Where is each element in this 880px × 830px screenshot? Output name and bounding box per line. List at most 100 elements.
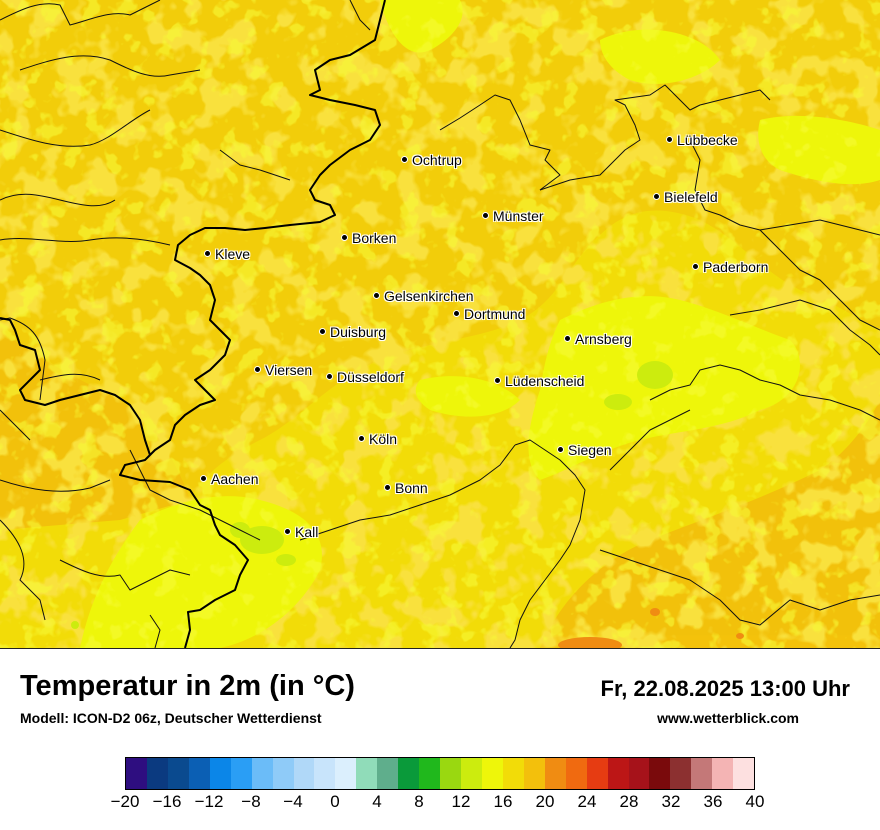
- city-marker[interactable]: Viersen: [254, 361, 312, 379]
- colorbar-segment: [335, 758, 357, 789]
- city-label: Arnsberg: [575, 330, 632, 347]
- colorbar-segment: [544, 758, 566, 789]
- city-marker[interactable]: Dortmund: [453, 305, 525, 323]
- colorbar-segment: [670, 758, 692, 789]
- city-label: Lüdenscheid: [505, 372, 585, 389]
- map-title: Temperatur in 2m (in °C): [20, 670, 355, 702]
- city-label: Köln: [369, 430, 398, 447]
- city-label: Ochtrup: [412, 151, 462, 168]
- city-marker[interactable]: Aachen: [200, 470, 258, 488]
- colorbar-tick-label: 4: [372, 792, 382, 811]
- city-dot-icon: [254, 366, 261, 374]
- colorbar-tick-label: −12: [194, 792, 224, 811]
- national-border: [0, 0, 386, 648]
- city-dot-icon: [482, 212, 489, 220]
- city-dot-icon: [653, 193, 660, 201]
- temperature-field: [0, 0, 880, 648]
- city-label: Paderborn: [703, 258, 769, 275]
- colorbar-segment: [691, 758, 713, 789]
- city-dot-icon: [401, 156, 408, 164]
- colorbar-tick-label: 20: [535, 792, 555, 811]
- colorbar-segment: [272, 758, 294, 789]
- colorbar-tick-label: −16: [152, 792, 182, 811]
- city-label: Kleve: [215, 245, 251, 262]
- colorbar-segment: [146, 758, 168, 789]
- colorbar-segment: [251, 758, 273, 789]
- colorbar-segment: [230, 758, 252, 789]
- city-label: Lübbecke: [677, 131, 738, 148]
- colorbar-segment: [502, 758, 524, 789]
- city-marker[interactable]: Kleve: [204, 245, 250, 263]
- city-label: Münster: [493, 207, 544, 224]
- temperature-map[interactable]: Lübbecke Ochtrup Bielefeld Münster Borke…: [0, 0, 880, 649]
- city-marker[interactable]: Ochtrup: [401, 151, 462, 169]
- colorbar-segment: [209, 758, 231, 789]
- city-label: Gelsenkirchen: [384, 287, 474, 304]
- field-14-16-noise: [0, 0, 880, 648]
- temperature-colorbar: [125, 757, 755, 790]
- city-marker[interactable]: Bonn: [384, 479, 428, 497]
- colorbar-tick-label: 12: [451, 792, 471, 811]
- city-marker[interactable]: Siegen: [557, 441, 612, 459]
- city-label: Aachen: [211, 470, 259, 487]
- city-dot-icon: [494, 377, 501, 385]
- colorbar-segment: [586, 758, 608, 789]
- city-marker[interactable]: Paderborn: [692, 258, 768, 276]
- colorbar-tick-label: 16: [493, 792, 513, 811]
- colorbar-segment: [481, 758, 503, 789]
- colorbar-tick-label: 24: [577, 792, 597, 811]
- forecast-datetime: Fr, 22.08.2025 13:00 Uhr: [600, 676, 851, 701]
- city-label: Viersen: [265, 361, 313, 378]
- model-source: Modell: ICON-D2 06z, Deutscher Wetterdie…: [20, 710, 322, 726]
- colorbar-segment: [398, 758, 420, 789]
- website-link[interactable]: www.wetterblick.com: [657, 710, 799, 726]
- city-label: Dortmund: [464, 305, 526, 322]
- colorbar-tick-label: 0: [330, 792, 340, 811]
- city-marker[interactable]: Duisburg: [319, 323, 386, 341]
- city-dot-icon: [453, 310, 460, 318]
- city-dot-icon: [284, 528, 291, 536]
- city-label: Düsseldorf: [337, 368, 404, 385]
- colorbar-tick-label: −4: [283, 792, 303, 811]
- colorbar-tick-label: 36: [703, 792, 723, 811]
- city-dot-icon: [326, 373, 333, 381]
- colorbar-tick-label: 40: [745, 792, 765, 811]
- colorbar-tick-label: 32: [661, 792, 681, 811]
- city-label: Kall: [295, 523, 319, 540]
- city-dot-icon: [373, 292, 380, 300]
- colorbar-segment: [356, 758, 378, 789]
- colorbar-segment: [733, 758, 755, 789]
- city-marker[interactable]: Arnsberg: [564, 330, 632, 348]
- city-dot-icon: [666, 136, 673, 144]
- city-dot-icon: [384, 484, 391, 492]
- city-marker[interactable]: Köln: [358, 430, 397, 448]
- colorbar-segment: [440, 758, 461, 789]
- colorbar-segment: [167, 758, 189, 789]
- colorbar-segment: [461, 758, 482, 789]
- colorbar-segment: [565, 758, 587, 789]
- city-marker[interactable]: Düsseldorf: [326, 368, 404, 386]
- city-marker[interactable]: Münster: [482, 207, 544, 225]
- city-marker[interactable]: Lüdenscheid: [494, 372, 584, 390]
- city-marker[interactable]: Kall: [284, 523, 318, 541]
- colorbar-tick-label: 28: [619, 792, 639, 811]
- colorbar-segment: [523, 758, 545, 789]
- colorbar-segment: [293, 758, 315, 789]
- city-label: Bonn: [395, 479, 428, 496]
- city-label: Bielefeld: [664, 188, 718, 205]
- map-footer: Temperatur in 2m (in °C) Modell: ICON-D2…: [0, 649, 880, 830]
- city-dot-icon: [200, 475, 207, 483]
- field-20-24-spots: [558, 608, 744, 648]
- city-label: Duisburg: [330, 323, 387, 340]
- city-dot-icon: [319, 328, 326, 336]
- city-marker[interactable]: Borken: [341, 229, 396, 247]
- colorbar-tick-label: −8: [241, 792, 261, 811]
- colorbar-segment: [377, 758, 399, 789]
- city-dot-icon: [692, 263, 699, 271]
- colorbar-segment: [628, 758, 650, 789]
- colorbar-ticks: −20 −16 −12 −8 −4 0 4 8 12 16 20 24 28 32 36 40: [111, 792, 765, 822]
- city-marker[interactable]: Bielefeld: [653, 188, 718, 206]
- colorbar-segment: [188, 758, 210, 789]
- city-marker[interactable]: Lübbecke: [666, 131, 738, 149]
- city-marker[interactable]: Gelsenkirchen: [373, 287, 474, 305]
